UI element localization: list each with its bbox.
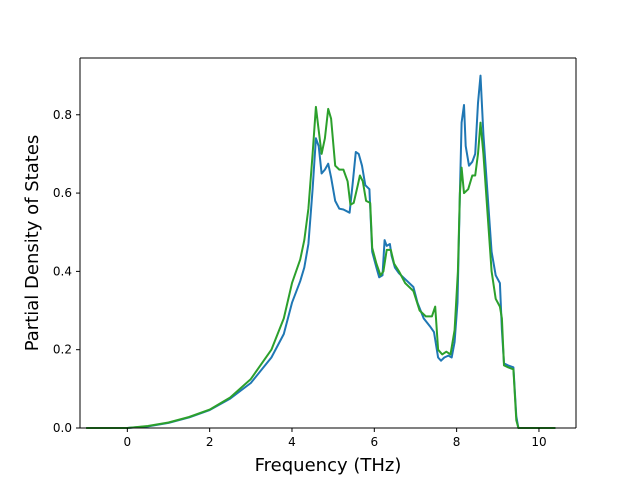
x-tick-label: 8 bbox=[453, 435, 461, 449]
y-axis-ticks: 0.0 0.2 0.4 0.6 0.8 bbox=[53, 108, 80, 435]
y-tick-label: 0.6 bbox=[53, 186, 72, 200]
y-axis-label: Partial Density of States bbox=[22, 135, 43, 352]
x-tick-label: 0 bbox=[124, 435, 132, 449]
y-tick-label: 0.8 bbox=[53, 108, 72, 122]
y-tick-label: 0.2 bbox=[53, 343, 72, 357]
x-tick-label: 2 bbox=[206, 435, 214, 449]
x-axis-label: Frequency (THz) bbox=[255, 455, 402, 476]
series-line-1 bbox=[86, 74, 556, 429]
y-tick-label: 0.4 bbox=[53, 264, 72, 278]
series-layer bbox=[86, 74, 556, 429]
x-tick-label: 10 bbox=[531, 435, 546, 449]
plot-area bbox=[80, 58, 576, 428]
y-tick-label: 0.0 bbox=[53, 421, 72, 435]
x-axis-ticks: 0 2 4 6 8 10 bbox=[124, 428, 547, 449]
x-tick-label: 4 bbox=[288, 435, 296, 449]
series-line-2 bbox=[86, 105, 556, 429]
x-tick-label: 6 bbox=[370, 435, 378, 449]
axes-frame bbox=[79, 57, 577, 429]
